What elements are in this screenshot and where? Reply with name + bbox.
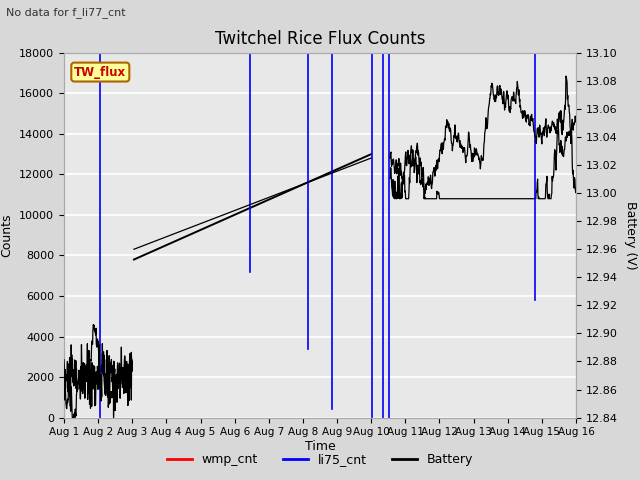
- Y-axis label: Battery (V): Battery (V): [624, 201, 637, 269]
- Legend: wmp_cnt, li75_cnt, Battery: wmp_cnt, li75_cnt, Battery: [162, 448, 478, 471]
- Text: TW_flux: TW_flux: [74, 66, 126, 79]
- X-axis label: Time: Time: [305, 440, 335, 453]
- Text: No data for f_li77_cnt: No data for f_li77_cnt: [6, 7, 126, 18]
- Title: Twitchel Rice Flux Counts: Twitchel Rice Flux Counts: [215, 30, 425, 48]
- Y-axis label: Counts: Counts: [1, 214, 13, 257]
